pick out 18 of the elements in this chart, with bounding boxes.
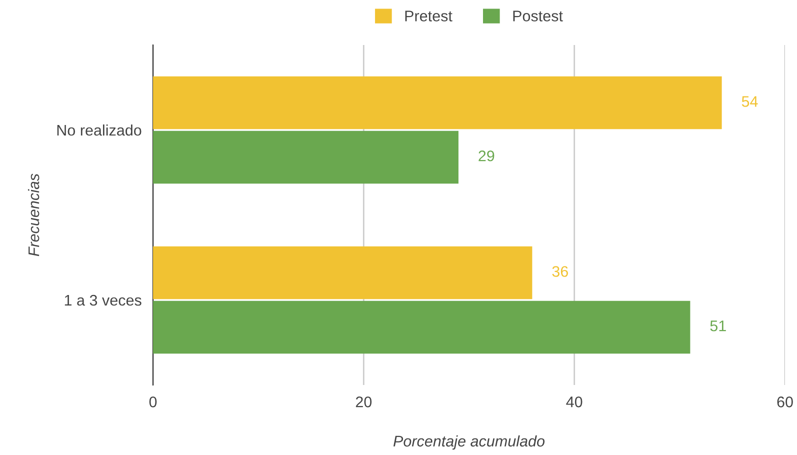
data-label: 51 (710, 320, 726, 332)
bar (153, 246, 532, 300)
y-tick-label: No realizado (57, 124, 142, 136)
data-label: 29 (478, 150, 494, 162)
x-tick-label: 20 (356, 396, 372, 408)
bar (153, 130, 458, 184)
x-axis-title: Porcentaje acumulado (393, 435, 545, 450)
x-tick-label: 40 (566, 396, 582, 408)
bar (153, 76, 722, 130)
data-label: 36 (552, 266, 568, 277)
data-label: 54 (742, 96, 758, 107)
y-tick-label: 1 a 3 veces (64, 294, 142, 306)
y-axis-title: Frecuencias (28, 174, 40, 256)
legend-label: Pretest (405, 10, 452, 22)
bar (153, 300, 690, 354)
legend-label: Postest (513, 10, 563, 22)
x-tick-label: 60 (777, 396, 793, 408)
x-tick-label: 0 (149, 396, 157, 408)
